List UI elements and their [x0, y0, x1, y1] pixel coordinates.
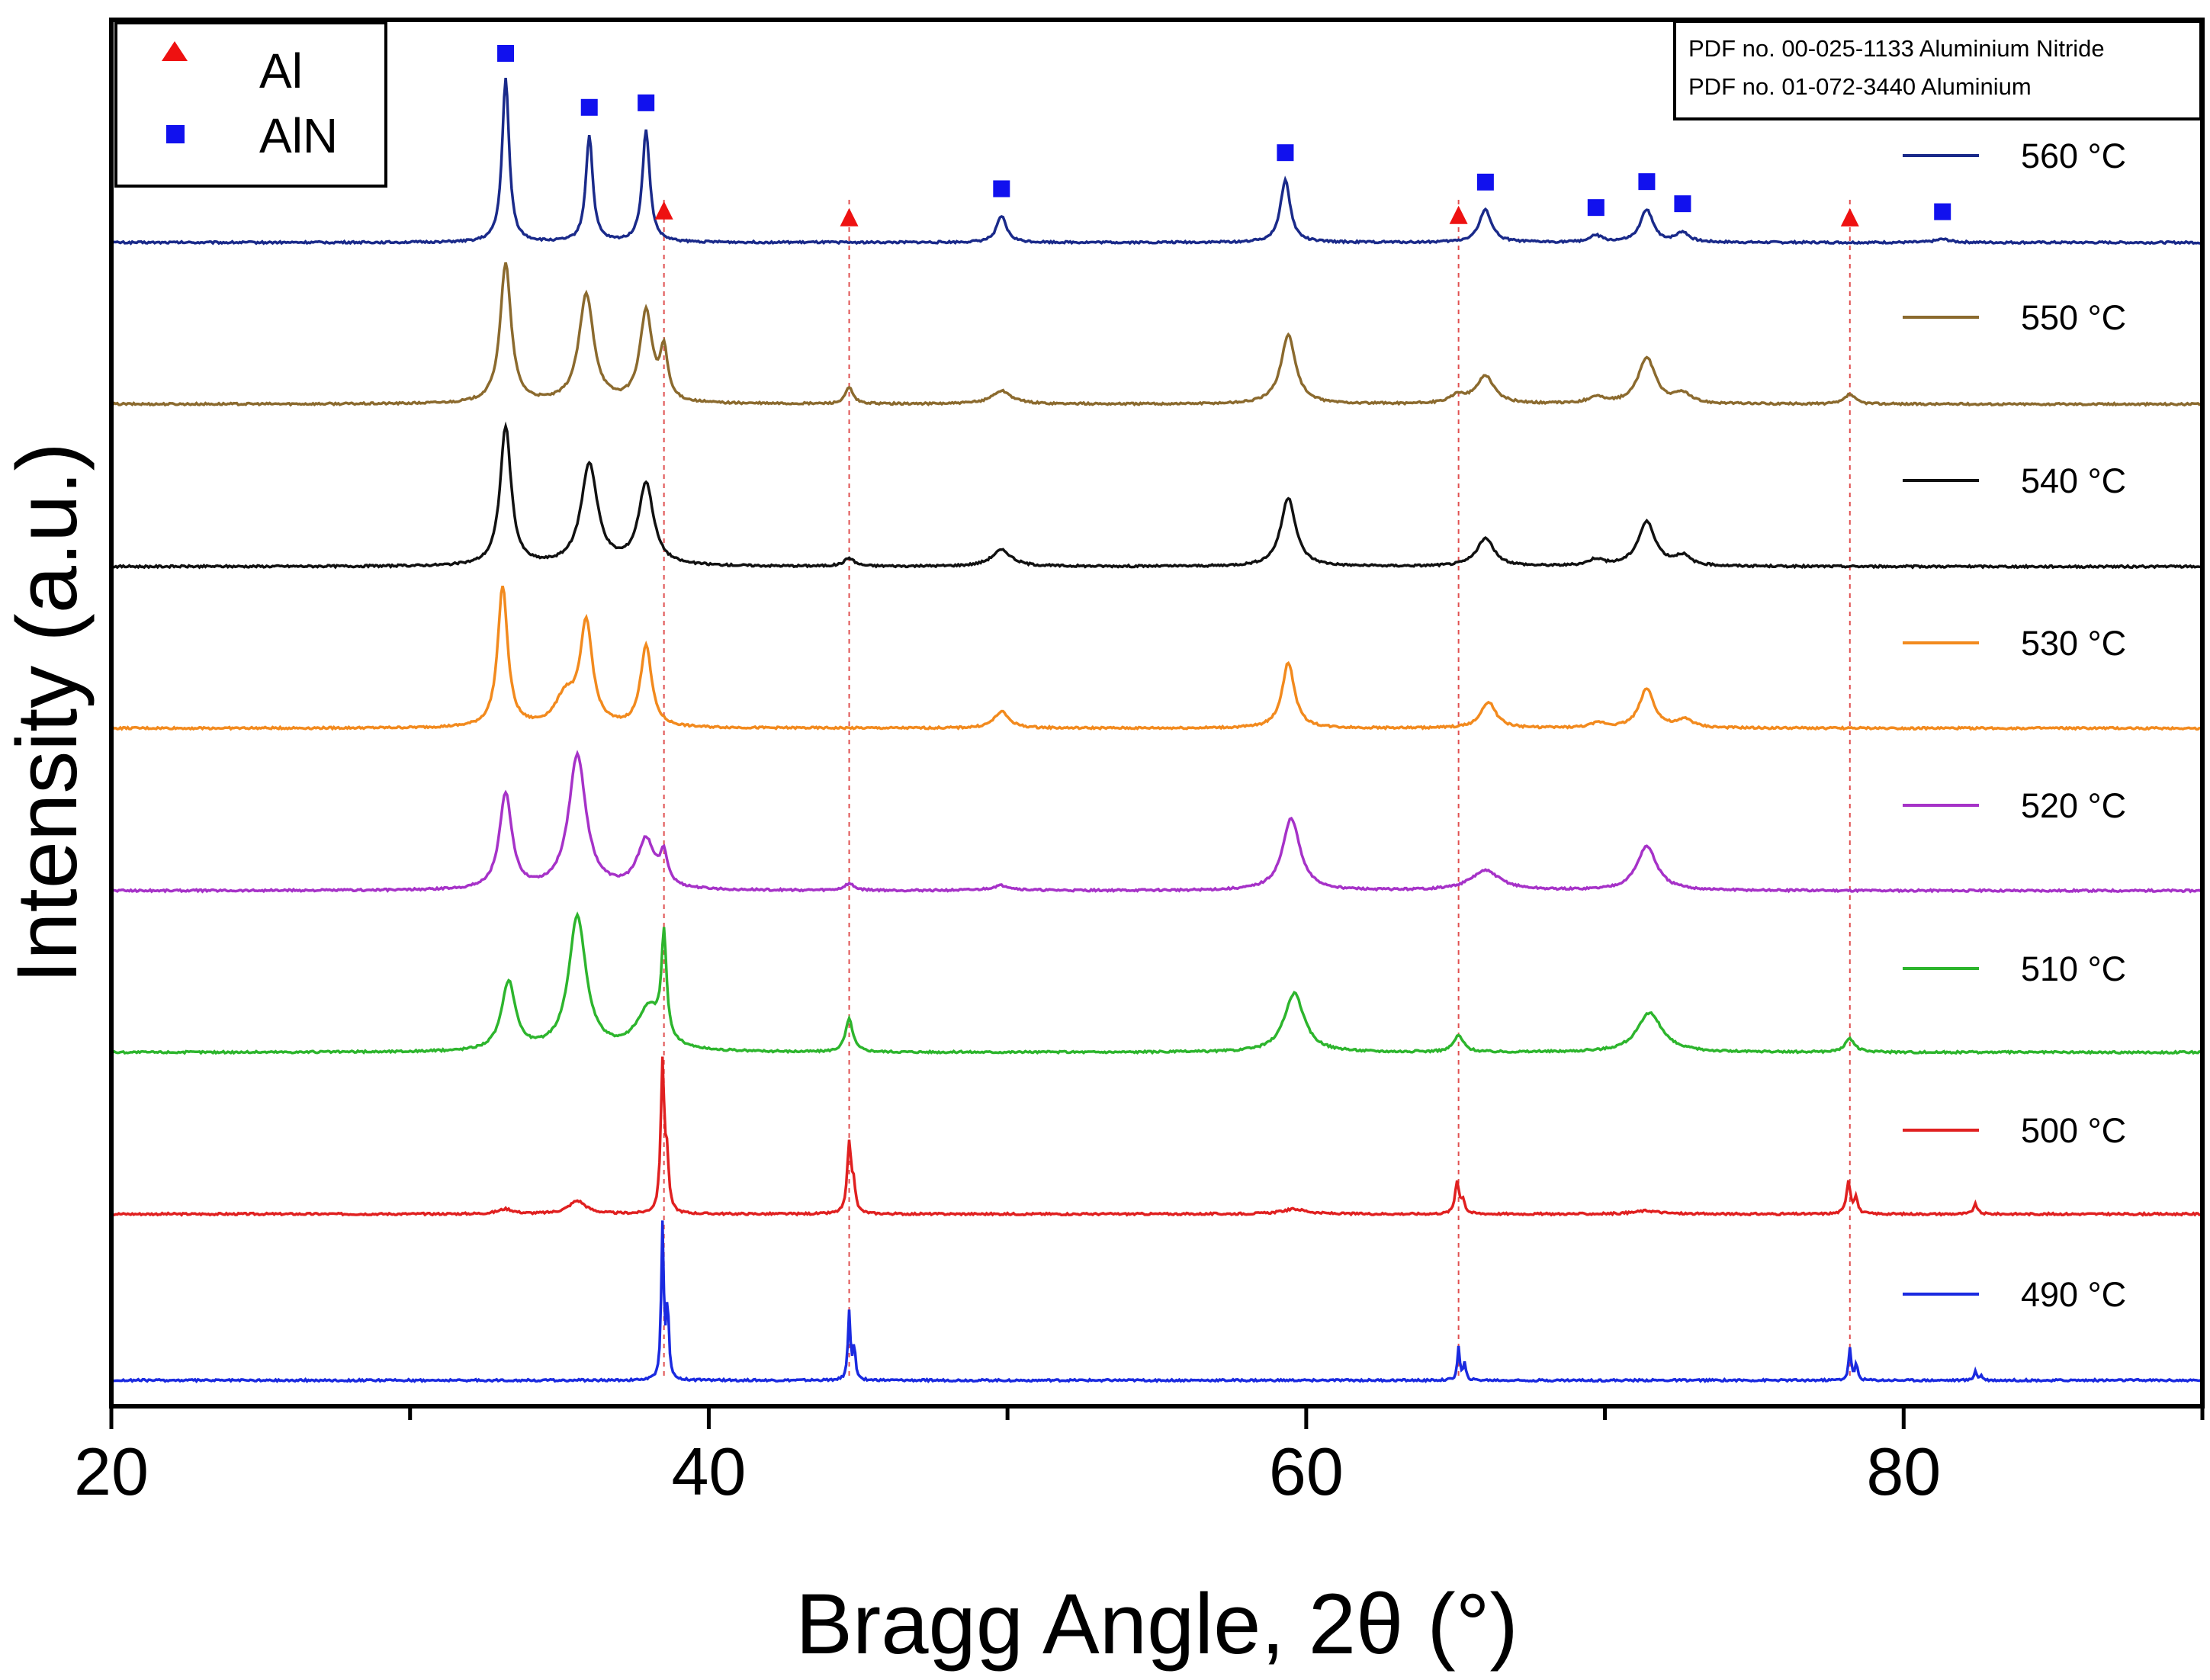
series-label-text: 500 °C — [2021, 1111, 2126, 1150]
plot-frame — [109, 18, 2205, 1409]
aln-peak-marker — [1476, 173, 1494, 191]
aln-peak-marker — [1638, 173, 1656, 191]
phase-markers — [497, 45, 1951, 226]
aln-peak-marker — [1934, 203, 1951, 220]
series-line-520c — [111, 750, 2203, 894]
series-line-540c — [110, 421, 2203, 570]
series-line-550c — [110, 262, 2203, 407]
x-tick-label: 20 — [74, 1434, 149, 1509]
reference-box-frame — [1673, 20, 2202, 120]
legend-al-label: Al — [259, 43, 303, 98]
legend-aln-label: AlN — [259, 108, 338, 163]
aln-peak-marker — [993, 180, 1010, 198]
aln-peak-marker — [1587, 199, 1604, 217]
legend-aln-square-icon — [166, 125, 185, 143]
legend: Al AlN — [114, 21, 387, 188]
series-line-530c — [111, 586, 2203, 731]
al-peak-marker — [840, 207, 859, 226]
series-label-text: 560 °C — [2021, 137, 2126, 175]
al-peak-marker — [1449, 205, 1468, 224]
x-axis-label: Bragg Angle, 2θ (°) — [795, 1576, 1518, 1672]
x-tick-label: 40 — [671, 1434, 746, 1509]
y-axis-label: Intensity (a.u.) — [0, 442, 95, 984]
x-tick-label: 80 — [1866, 1434, 1941, 1509]
series-line-490c — [110, 1220, 2203, 1383]
series-label-text: 550 °C — [2021, 298, 2126, 337]
series-label-text: 540 °C — [2021, 461, 2126, 500]
reference-box: PDF no. 00-025-1133 Aluminium Nitride PD… — [1673, 20, 2202, 120]
legend-al-triangle-icon — [162, 41, 188, 61]
series-line-510c — [111, 911, 2203, 1055]
series-line-560c — [111, 77, 2203, 246]
x-tick-label: 60 — [1269, 1434, 1344, 1509]
reference-aln: PDF no. 00-025-1133 Aluminium Nitride — [1688, 35, 2105, 62]
series-label-text: 510 °C — [2021, 949, 2126, 988]
aln-peak-marker — [580, 98, 598, 116]
aln-peak-marker — [497, 45, 515, 62]
legend-box — [114, 21, 387, 188]
aln-peak-marker — [638, 94, 655, 111]
aln-peak-marker — [1277, 144, 1294, 162]
series-layer — [110, 77, 2203, 1383]
al-peak-marker — [654, 201, 673, 220]
series-label-text: 490 °C — [2021, 1275, 2126, 1314]
x-axis-ticks: 20 40 60 80 — [74, 1406, 2205, 1509]
al-peak-marker — [1840, 207, 1859, 226]
series-line-500c — [111, 1056, 2203, 1217]
aln-peak-marker — [1674, 195, 1691, 213]
series-label-text: 520 °C — [2021, 786, 2126, 825]
series-label-text: 530 °C — [2021, 624, 2126, 663]
reference-al: PDF no. 01-072-3440 Aluminium — [1688, 73, 2032, 100]
series-labels: 560 °C 550 °C 540 °C 530 °C 520 °C 510 °C 500 … — [1903, 137, 2126, 1314]
